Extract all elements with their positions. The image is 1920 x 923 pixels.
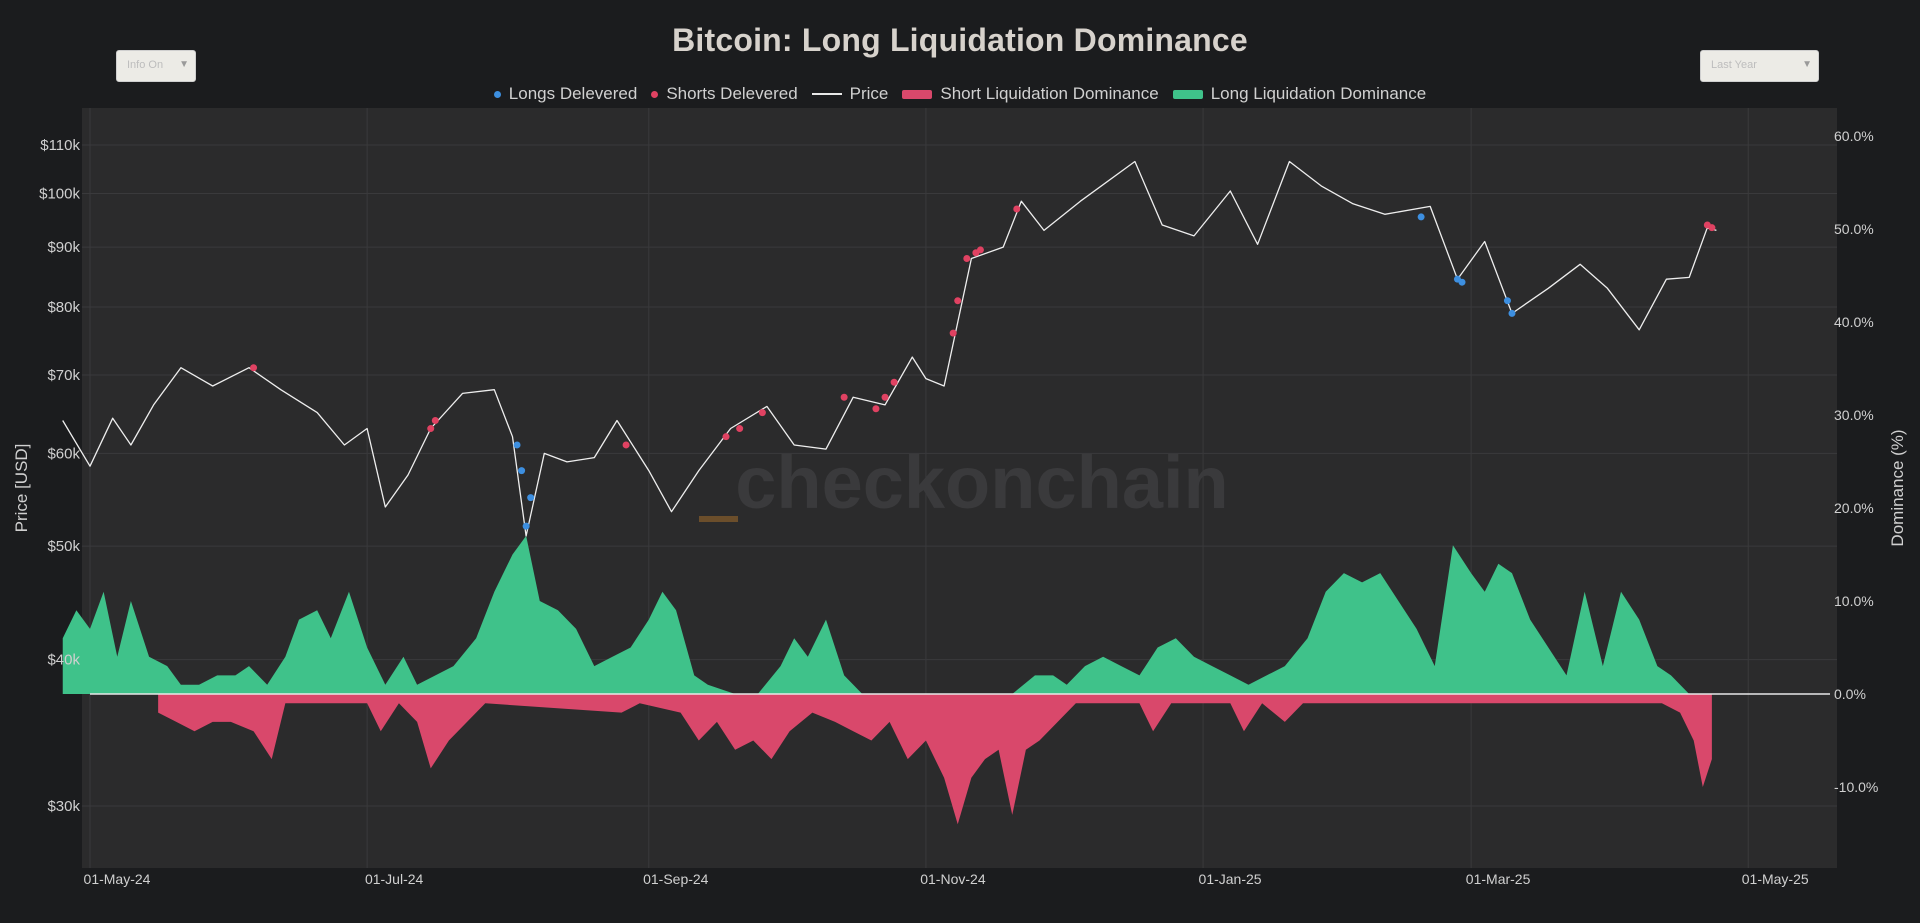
- shorts-delevered-marker: [431, 417, 439, 425]
- legend-label-longs: Longs Delevered: [508, 84, 638, 103]
- longs-delevered-marker: [527, 494, 535, 502]
- y-left-tick-label: $80k: [47, 299, 80, 316]
- longs-delevered-marker: [513, 441, 521, 449]
- shorts-delevered-marker: [622, 441, 630, 449]
- y-right-tick-label: 30.0%: [1834, 407, 1874, 423]
- x-tick-label: 01-Mar-25: [1466, 871, 1531, 887]
- longs-delevered-marker: [522, 522, 530, 530]
- longs-delevered-marker: [518, 467, 526, 475]
- y-right-tick-label: 10.0%: [1834, 593, 1874, 609]
- longs-delevered-marker: [1503, 297, 1511, 305]
- legend-item-shorts-delevered[interactable]: Shorts Delevered: [651, 84, 798, 104]
- legend-label-price: Price: [849, 84, 889, 103]
- info-dropdown[interactable]: Info On ▼: [116, 50, 196, 82]
- shorts-delevered-marker: [758, 409, 766, 417]
- legend-label-short-dominance: Short Liquidation Dominance: [940, 84, 1159, 103]
- longs-delevered-marker: [1508, 309, 1516, 317]
- watermark: checkonchain: [735, 441, 1229, 524]
- legend-item-long-dominance[interactable]: Long Liquidation Dominance: [1172, 84, 1427, 104]
- watermark-logo-bar: [699, 516, 738, 522]
- longs-delevered-marker: [1417, 213, 1425, 221]
- timeframe-dropdown[interactable]: Last Year ▼: [1700, 50, 1819, 82]
- y-left-tick-label: $50k: [47, 538, 80, 555]
- dominance-areas: [62, 535, 1831, 825]
- legend-item-price[interactable]: Price: [811, 84, 889, 104]
- timeframe-dropdown-value: Last Year: [1711, 59, 1757, 71]
- shorts-delevered-marker: [872, 405, 880, 413]
- y-right-tick-label: 40.0%: [1834, 314, 1874, 330]
- shorts-delevered-marker: [954, 297, 962, 305]
- y-left-tick-label: $60k: [47, 445, 80, 462]
- axes: $30k $40k $50k $60k $70k $80k $90k $100k $110k -1…: [39, 128, 1878, 887]
- legend-swatch-longs: [493, 90, 501, 98]
- shorts-delevered-marker: [976, 246, 984, 254]
- legend-swatch-price: [811, 93, 842, 95]
- chevron-down-icon: ▼: [179, 59, 189, 70]
- legend: Longs Delevered Shorts Delevered Price S…: [0, 84, 1920, 104]
- shorts-delevered-marker: [840, 393, 848, 401]
- longs-delevered-marker: [1458, 278, 1466, 286]
- shorts-delevered-marker: [890, 378, 898, 386]
- y-left-tick-label: $110k: [40, 137, 80, 154]
- short-dominance-area: [158, 694, 1712, 825]
- y-left-tick-label: $40k: [47, 652, 80, 669]
- y-right-axis-title: Dominance (%): [1888, 429, 1907, 546]
- legend-item-longs-delevered[interactable]: Longs Delevered: [493, 84, 638, 104]
- long-dominance-area: [62, 535, 1831, 694]
- chart-title: Bitcoin: Long Liquidation Dominance: [672, 22, 1248, 58]
- delevered-markers: [250, 205, 1716, 530]
- info-dropdown-value: Info On: [127, 59, 164, 71]
- x-tick-label: 01-May-24: [84, 871, 151, 887]
- shorts-delevered-marker: [250, 364, 258, 372]
- y-right-tick-label: -10.0%: [1834, 779, 1878, 795]
- y-left-tick-label: $70k: [47, 367, 80, 384]
- y-left-axis-title: Price [USD]: [12, 444, 31, 533]
- legend-label-long-dominance: Long Liquidation Dominance: [1210, 84, 1427, 103]
- y-left-tick-label: $100k: [39, 185, 80, 202]
- y-right-tick-label: 20.0%: [1834, 500, 1874, 516]
- legend-swatch-shorts: [651, 90, 659, 98]
- shorts-delevered-marker: [1013, 205, 1021, 213]
- legend-swatch-short-dominance: [902, 89, 933, 99]
- x-tick-label: 01-Nov-24: [920, 871, 986, 887]
- shorts-delevered-marker: [949, 329, 957, 337]
- x-tick-label: 01-Jan-25: [1199, 871, 1262, 887]
- y-left-tick-label: $30k: [47, 798, 80, 815]
- shorts-delevered-marker: [427, 425, 435, 433]
- x-tick-label: 01-Sep-24: [643, 871, 709, 887]
- shorts-delevered-marker: [722, 433, 730, 441]
- y-right-tick-label: 0.0%: [1834, 686, 1866, 702]
- legend-item-short-dominance[interactable]: Short Liquidation Dominance: [902, 84, 1159, 104]
- shorts-delevered-marker: [736, 425, 744, 433]
- y-right-tick-label: 50.0%: [1834, 221, 1874, 237]
- legend-swatch-long-dominance: [1172, 89, 1203, 99]
- legend-label-shorts: Shorts Delevered: [666, 84, 798, 103]
- chevron-down-icon: ▼: [1802, 59, 1812, 70]
- x-tick-label: 01-Jul-24: [365, 871, 424, 887]
- y-left-tick-label: $90k: [47, 239, 80, 256]
- shorts-delevered-marker: [881, 393, 889, 401]
- x-tick-label: 01-May-25: [1742, 871, 1809, 887]
- shorts-delevered-marker: [963, 255, 971, 263]
- y-right-tick-label: 60.0%: [1834, 128, 1874, 144]
- shorts-delevered-marker: [1708, 224, 1716, 232]
